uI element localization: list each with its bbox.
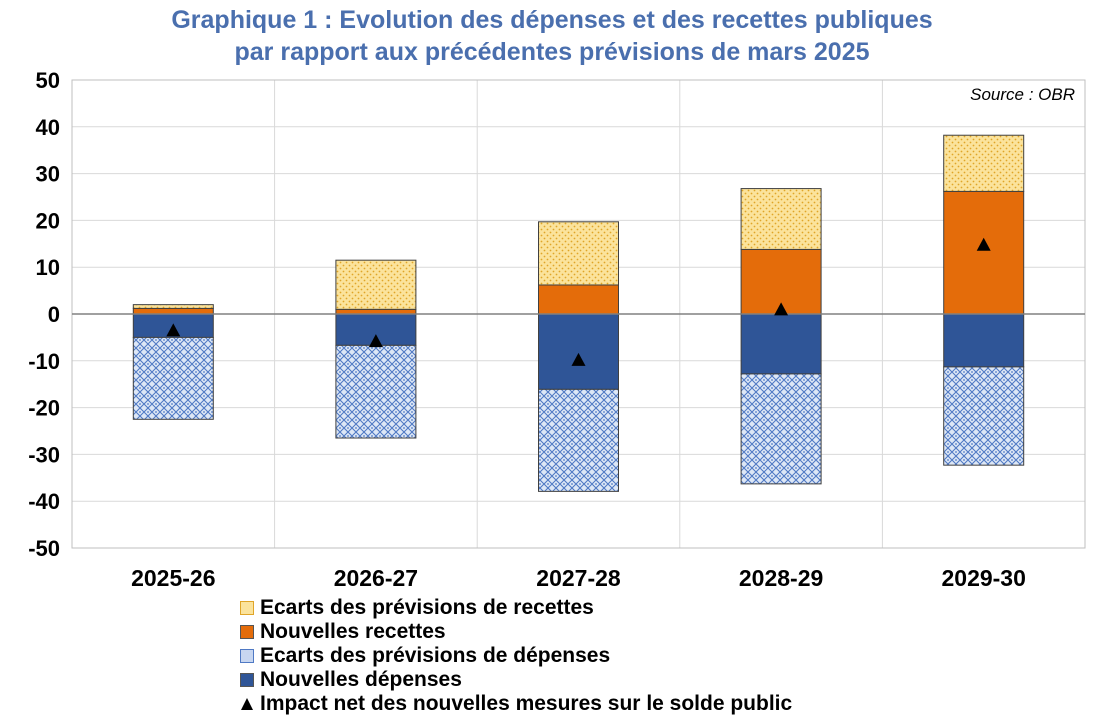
chart-legend: Ecarts des prévisions de recettes Nouvel… — [240, 596, 792, 716]
legend-item-nouvelles-recettes: Nouvelles recettes — [240, 620, 792, 644]
bar-nouvelles-depenses — [538, 313, 619, 390]
bar-ecarts-depenses — [132, 336, 214, 420]
bar-ecarts-recettes — [335, 259, 417, 310]
y-tick-label: -50 — [28, 536, 60, 561]
legend-item-impact-net: Impact net des nouvelles mesures sur le … — [240, 692, 792, 716]
bar-ecarts-depenses — [335, 344, 417, 439]
marker-impact-net — [976, 237, 991, 251]
y-tick-label: -10 — [28, 349, 60, 374]
x-tick-label: 2026-27 — [334, 565, 418, 591]
legend-swatch-nouvelles-recettes — [240, 625, 254, 639]
bar-nouvelles-depenses — [943, 313, 1025, 368]
source-note: Source : OBR — [970, 85, 1075, 104]
x-tick-label: 2029-30 — [941, 565, 1025, 591]
legend-label-nouvelles-recettes: Nouvelles recettes — [260, 620, 446, 643]
x-tick-label: 2025-26 — [131, 565, 215, 591]
y-tick-label: 20 — [36, 208, 60, 233]
triangle-icon — [240, 697, 254, 711]
legend-swatch-ecarts-depenses — [240, 649, 254, 663]
chart-subtitle: par rapport aux précédentes prévisions d… — [234, 38, 870, 66]
y-tick-label: 30 — [36, 162, 60, 187]
y-tick-label: -30 — [28, 442, 60, 467]
bar-ecarts-recettes — [740, 188, 822, 250]
marker-impact-net — [368, 334, 383, 348]
bar-nouvelles-depenses — [740, 313, 822, 375]
legend-label-ecarts-depenses: Ecarts des prévisions de dépenses — [260, 644, 611, 667]
bar-ecarts-depenses — [538, 388, 619, 492]
marker-impact-net — [774, 302, 789, 316]
bar-ecarts-recettes — [943, 134, 1025, 192]
marker-impact-net — [166, 323, 181, 337]
y-tick-label: -20 — [28, 396, 60, 421]
legend-item-ecarts-depenses: Ecarts des prévisions de dépenses — [240, 644, 792, 668]
bar-nouvelles-recettes — [943, 190, 1025, 315]
y-tick-label: 40 — [36, 115, 60, 140]
bar-ecarts-depenses — [943, 366, 1025, 466]
bar-ecarts-recettes — [132, 304, 214, 309]
bar-nouvelles-recettes — [538, 284, 619, 315]
legend-swatch-nouvelles-depenses — [240, 673, 254, 687]
x-tick-label: 2028-29 — [739, 565, 823, 591]
legend-item-ecarts-recettes: Ecarts des prévisions de recettes — [240, 596, 792, 620]
legend-label-ecarts-recettes: Ecarts des prévisions de recettes — [260, 596, 594, 619]
bar-nouvelles-recettes — [132, 307, 214, 315]
bar-ecarts-recettes — [538, 221, 619, 286]
legend-label-impact-net: Impact net des nouvelles mesures sur le … — [260, 692, 793, 715]
y-tick-label: -40 — [28, 489, 60, 514]
chart-title: Graphique 1 : Evolution des dépenses et … — [171, 6, 933, 34]
y-tick-label: 10 — [36, 255, 60, 280]
marker-impact-net — [571, 352, 586, 366]
legend-swatch-ecarts-recettes — [240, 601, 254, 615]
legend-item-nouvelles-depenses: Nouvelles dépenses — [240, 668, 792, 692]
bar-ecarts-depenses — [740, 373, 822, 485]
y-tick-label: 50 — [36, 68, 60, 93]
x-tick-label: 2027-28 — [536, 565, 621, 591]
legend-label-nouvelles-depenses: Nouvelles dépenses — [260, 668, 462, 691]
y-tick-label: 0 — [48, 302, 60, 327]
